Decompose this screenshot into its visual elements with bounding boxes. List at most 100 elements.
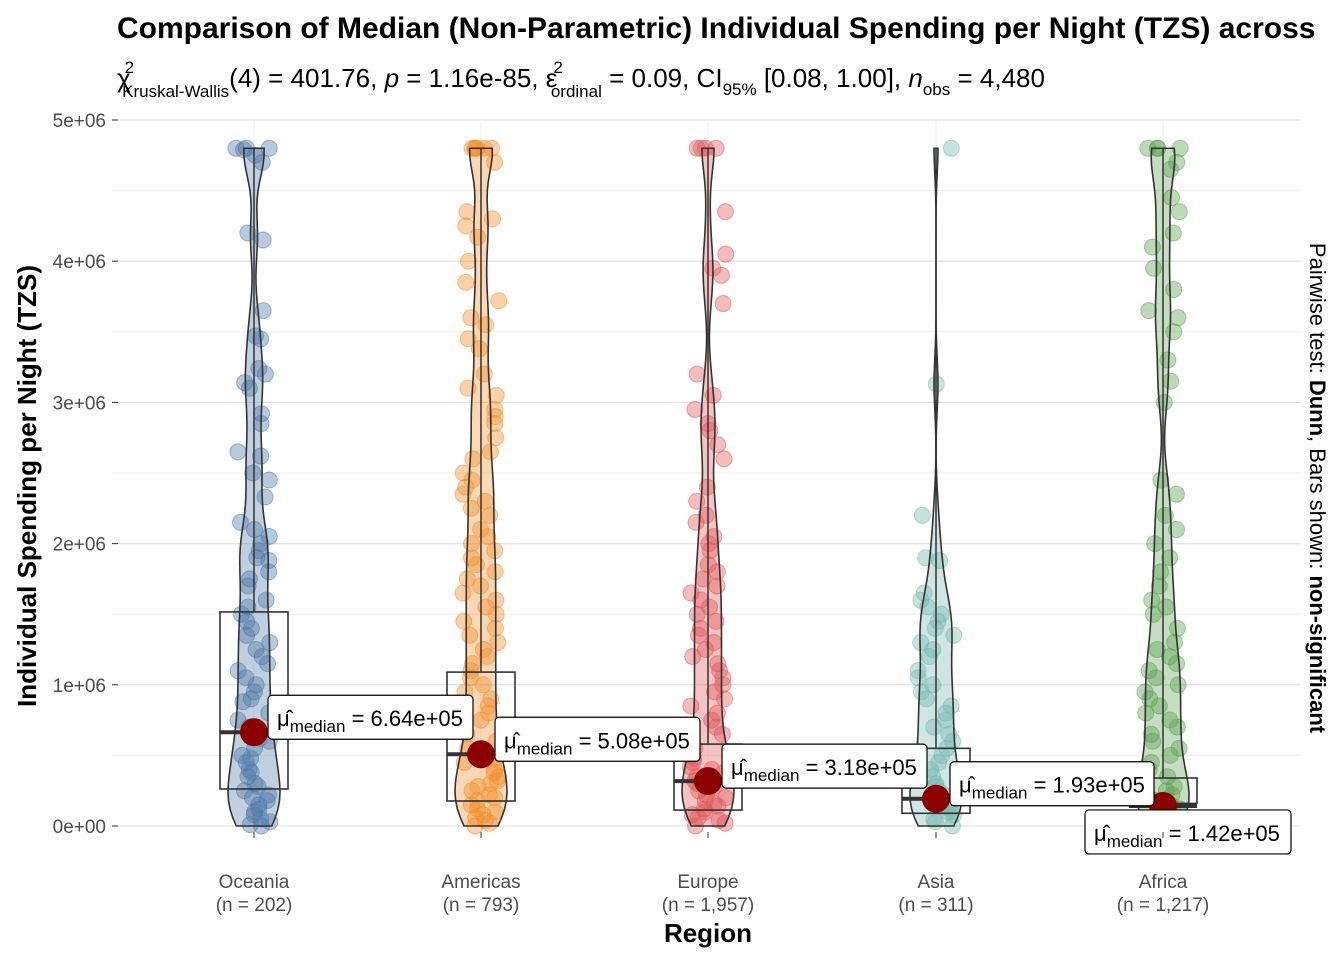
x-tick-label: Oceania: [219, 872, 290, 893]
data-point: [715, 450, 733, 468]
data-point: [482, 690, 500, 708]
chart-title: Comparison of Median (Non-Parametric) In…: [117, 12, 1315, 45]
data-point: [260, 528, 278, 546]
median-label: μ̂median = 1.42e+05: [1084, 809, 1292, 855]
y-tick-label: 1e+06: [53, 676, 106, 697]
data-point: [1144, 605, 1162, 623]
data-point: [909, 662, 927, 680]
group-europe: [673, 139, 743, 835]
data-point: [252, 535, 270, 553]
data-point: [1142, 725, 1160, 743]
data-point: [1140, 302, 1158, 320]
x-axis-title: Region: [664, 918, 752, 948]
data-point: [700, 535, 718, 553]
median-point: [694, 767, 722, 796]
data-point: [460, 252, 478, 270]
data-point: [1168, 619, 1186, 637]
data-point: [1170, 203, 1188, 221]
data-point: [913, 506, 931, 524]
data-point: [260, 471, 278, 489]
data-point: [1140, 662, 1158, 680]
label-box: [949, 761, 1155, 807]
data-point: [490, 292, 508, 310]
x-tick-label: Europe: [677, 872, 738, 893]
data-point: [1169, 309, 1187, 327]
data-point: [712, 266, 730, 284]
data-point: [688, 365, 706, 383]
median-label-text: μ̂median = 6.64e+05: [277, 706, 463, 736]
label-box: [721, 743, 928, 789]
y-tick-label: 2e+06: [53, 535, 106, 556]
data-point: [234, 693, 252, 711]
data-point: [259, 655, 277, 673]
data-point: [1168, 153, 1186, 171]
median-label-text: μ̂median = 1.42e+05: [1094, 821, 1280, 851]
data-point: [714, 295, 732, 313]
median-label: μ̂median = 1.93e+05: [949, 761, 1155, 807]
data-point: [1168, 655, 1186, 673]
x-tick-label: Americas: [441, 872, 520, 893]
data-point: [686, 400, 704, 418]
median-label: μ̂median = 3.18e+05: [721, 743, 928, 789]
data-point: [1155, 393, 1173, 411]
data-point: [474, 676, 492, 694]
data-point: [477, 598, 495, 616]
x-tick-n-label: (n = 1,957): [662, 895, 754, 916]
data-point: [1161, 746, 1179, 764]
data-point: [717, 245, 735, 263]
data-point: [1161, 648, 1179, 666]
y-tick-label: 0e+00: [53, 817, 106, 838]
data-point: [713, 725, 731, 743]
data-point: [247, 641, 265, 658]
data-point: [454, 464, 472, 482]
data-point: [696, 803, 714, 821]
data-point: [684, 648, 702, 666]
data-point: [480, 814, 498, 832]
data-point: [1169, 676, 1187, 694]
data-point: [246, 146, 264, 164]
data-point: [454, 584, 472, 602]
data-point: [716, 203, 734, 221]
data-point: [462, 309, 480, 327]
group-oceania: [219, 139, 289, 835]
data-point: [458, 203, 476, 221]
median-point: [922, 784, 950, 813]
data-point: [244, 464, 262, 482]
data-point: [688, 605, 706, 623]
median-label-text: μ̂median = 3.18e+05: [731, 755, 917, 785]
data-point: [229, 443, 247, 461]
data-point: [692, 591, 710, 609]
y-tick-label: 5e+06: [53, 111, 106, 132]
data-point: [463, 782, 481, 800]
label-box: [267, 694, 474, 740]
chart-subtitle: χ2 Kruskal-Wallis(4) = 401.76, p = 1.16e-…: [117, 58, 1045, 101]
label-box: [494, 716, 701, 762]
data-point: [256, 365, 274, 383]
data-point: [454, 485, 472, 503]
data-point: [477, 316, 495, 334]
data-point: [942, 139, 960, 157]
x-axis: Oceania(n = 202)Americas(n = 793)Europe(…: [216, 832, 1209, 916]
data-point: [1156, 506, 1174, 524]
median-label-text: μ̂median = 1.93e+05: [959, 773, 1145, 803]
data-point: [455, 612, 473, 630]
data-point: [1147, 669, 1165, 687]
x-tick-label: Africa: [1139, 872, 1188, 893]
data-point: [920, 648, 938, 666]
data-point: [696, 641, 714, 658]
data-point: [459, 330, 477, 348]
median-label: μ̂median = 5.08e+05: [494, 716, 701, 762]
data-point: [489, 633, 507, 651]
group-americas: [446, 139, 516, 835]
median-label-text: μ̂median = 5.08e+05: [504, 728, 690, 758]
data-point: [944, 732, 962, 750]
pairwise-caption: Pairwise test: Dunn, Bars shown: non-sig…: [1305, 243, 1330, 734]
data-point: [1167, 485, 1185, 503]
data-point: [479, 528, 497, 546]
data-point: [716, 690, 734, 708]
x-tick-label: Asia: [918, 872, 955, 893]
data-point: [1161, 549, 1179, 567]
median-label: μ̂median = 6.64e+05: [267, 694, 474, 740]
data-point: [1167, 520, 1185, 538]
data-point: [945, 626, 963, 644]
